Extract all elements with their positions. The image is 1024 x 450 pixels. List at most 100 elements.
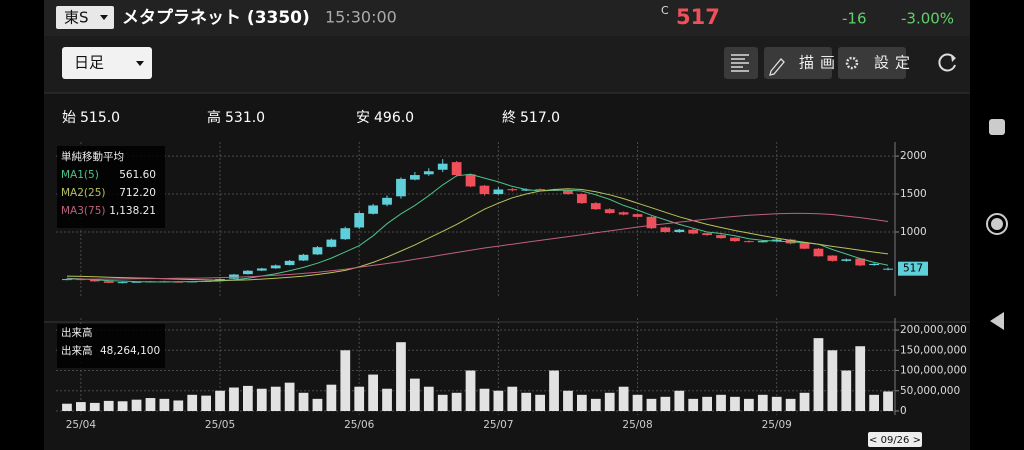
draw-label: 描画 [799, 54, 841, 72]
stock-name: メタプラネット (3350) [122, 7, 310, 28]
candle-body [813, 248, 824, 257]
candle-body [312, 247, 323, 255]
volume-bar [716, 394, 726, 411]
candle-body [869, 263, 879, 266]
volume-bar [145, 398, 156, 411]
legend-value: 1,138.21 [109, 205, 156, 217]
legend-value: 561.60 [119, 169, 156, 181]
low-value: 496.0 [374, 110, 414, 126]
back-button[interactable] [990, 312, 1004, 330]
volume-bar [618, 386, 629, 411]
volume-bar [479, 388, 490, 411]
volume-bar [354, 386, 365, 411]
candle-body [771, 239, 782, 242]
candle-body [479, 185, 490, 195]
cursor-label: < 09/26 > [869, 435, 921, 446]
volume-bar [131, 399, 142, 411]
candle-body [437, 163, 448, 170]
cursor-box [868, 432, 922, 447]
volume-bar [869, 394, 879, 411]
volume-bar [702, 396, 712, 411]
market: 東S [64, 9, 89, 27]
list-icon [731, 54, 749, 72]
volume-bar [730, 396, 740, 411]
candle-body [451, 162, 462, 176]
volume-bar [604, 392, 615, 411]
candle-body [883, 268, 893, 270]
candle-body [284, 260, 295, 266]
candle-body [632, 214, 643, 217]
x-tick-label: 25/04 [66, 419, 97, 431]
volume-bar [173, 400, 184, 411]
candle-body [229, 274, 239, 279]
volume-bar [521, 392, 532, 411]
reload-icon[interactable] [938, 53, 956, 72]
volume-bar [549, 370, 559, 411]
volume-bar [577, 394, 587, 411]
volume-bar [410, 378, 420, 411]
y-tick-label: 2000 [900, 150, 927, 162]
candle-body [688, 229, 699, 234]
recent-button[interactable] [989, 119, 1005, 135]
candle-body [577, 194, 587, 204]
legend-title: 出来高 [61, 326, 93, 339]
volume-bar [243, 385, 253, 411]
volume-bar [674, 390, 685, 411]
candle-body [382, 197, 392, 205]
candle-body [757, 241, 768, 243]
price: 517 [676, 5, 720, 29]
legend-name: MA3(75) [61, 205, 105, 217]
legend-name: 出来高 [61, 344, 93, 357]
change-pct: -3.00% [901, 10, 954, 28]
volume-bar [201, 395, 211, 411]
close-value: 517.0 [520, 110, 560, 126]
volume-bar [396, 342, 406, 411]
candle-body [827, 255, 838, 261]
time: 15:30:00 [325, 8, 397, 27]
period-select[interactable] [62, 47, 152, 79]
y-tick-label: 0 [900, 405, 907, 417]
volume-bar [76, 402, 86, 411]
candle-body [62, 279, 72, 281]
volume-bar [757, 394, 768, 411]
volume-bar [270, 386, 281, 411]
candle-body [298, 254, 309, 261]
high-value: 531.0 [225, 110, 265, 126]
candle-body [410, 175, 420, 180]
candle-body [131, 281, 142, 283]
volume-bar [298, 392, 309, 411]
price-tag [898, 261, 928, 276]
volume-bar [187, 394, 198, 411]
draw-button[interactable] [764, 47, 832, 79]
top-bar [44, 0, 970, 36]
volume-bar [368, 374, 378, 411]
volume-bar [340, 350, 351, 411]
candle-body [326, 239, 337, 247]
gear-icon [845, 56, 859, 70]
volume-bar [312, 398, 323, 411]
settings-button[interactable] [838, 47, 906, 79]
x-tick-label: 25/08 [622, 419, 652, 431]
volume-bar [382, 388, 392, 411]
legend-name: MA2(25) [61, 187, 105, 199]
volume-bar [590, 398, 601, 411]
y-tick-label: 100,000,000 [900, 365, 967, 377]
candle-body [493, 189, 504, 195]
ma-line [66, 173, 889, 283]
volume-bar [62, 403, 72, 411]
volume-bar [507, 386, 518, 411]
market-select[interactable] [56, 6, 114, 29]
volume-bar [632, 394, 643, 411]
candle-body [270, 265, 281, 269]
volume-bar [493, 390, 504, 411]
volume-bar [785, 398, 796, 411]
candle-body [354, 213, 365, 228]
legend-value: 712.20 [119, 187, 156, 199]
candle-body [340, 228, 351, 240]
volume-bar [855, 346, 866, 411]
home-button[interactable] [986, 213, 1008, 235]
legend-value: 48,264,100 [100, 345, 160, 357]
candle-body [730, 237, 740, 242]
y-tick-label: 1500 [900, 188, 927, 200]
candle-body [799, 243, 810, 249]
